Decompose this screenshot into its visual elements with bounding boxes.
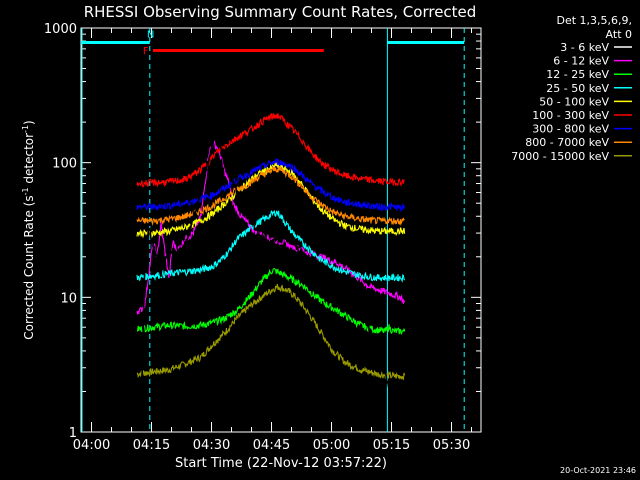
y-label-sup2: -1: [21, 125, 30, 133]
legend-header-attenuator: Att 0: [606, 28, 632, 41]
legend-label: 7000 - 15000 keV: [511, 150, 609, 163]
legend-label: 100 - 300 keV: [532, 109, 609, 122]
y-label-mid: detector: [22, 133, 36, 188]
y-tick-label: 1: [69, 426, 77, 441]
series-line-5: [136, 112, 405, 188]
y-label-end: ): [22, 120, 36, 125]
y-axis: 1 10 100 1000: [44, 22, 481, 441]
observing-markers: [81, 28, 465, 432]
x-tick-label: 05:00: [313, 438, 350, 453]
chart-title: RHESSI Observing Summary Count Rates, Co…: [84, 3, 477, 21]
series-line-2: [137, 267, 406, 335]
legend-label: 3 - 6 keV: [560, 41, 609, 54]
x-tick-label: 04:15: [133, 438, 170, 453]
legend-label: 50 - 100 keV: [539, 95, 609, 108]
series-line-8: [136, 283, 406, 380]
x-axis-label: Start Time (22-Nov-12 03:57:22): [175, 456, 387, 471]
annotation-f: F: [143, 46, 149, 57]
x-tick-label: 04:45: [253, 438, 290, 453]
x-tick-label: 05:15: [373, 438, 410, 453]
series-line-7: [136, 166, 405, 226]
x-tick-label: 04:30: [193, 438, 230, 453]
legend-header-detectors: Det 1,3,5,6,9,: [556, 14, 632, 27]
y-tick-label: 10: [60, 291, 77, 306]
series-group: [136, 112, 406, 422]
y-label-sup1: -1: [21, 187, 30, 195]
legend-label: 25 - 50 keV: [546, 82, 609, 95]
series-line-3: [136, 209, 406, 283]
x-tick-label: 04:00: [73, 438, 110, 453]
y-tick-label: 100: [52, 157, 77, 172]
series-line-0: [136, 132, 405, 422]
y-tick-label: 1000: [44, 22, 77, 37]
x-axis: 04:00 04:15 04:30 04:45 05:00 05:15 05:30: [73, 28, 473, 453]
legend-label: 6 - 12 keV: [553, 55, 609, 68]
plot-frame: [80, 27, 482, 433]
y-label-main: Corrected Count Rate (s: [22, 195, 36, 339]
series-line-1: [136, 140, 406, 316]
generation-timestamp: 20-Oct-2021 23:46: [560, 466, 636, 475]
legend-label: 12 - 25 keV: [546, 68, 609, 81]
x-tick-label: 05:30: [433, 438, 470, 453]
annotation-n: N: [147, 30, 154, 41]
y-axis-label: Corrected Count Rate (s-1 detector-1): [21, 120, 36, 339]
series-line-6: [136, 158, 406, 213]
annotations: NF: [143, 30, 154, 58]
legend-label: 800 - 7000 keV: [525, 136, 609, 149]
legend-label: 300 - 800 keV: [532, 123, 609, 136]
series-line-4: [136, 162, 406, 239]
